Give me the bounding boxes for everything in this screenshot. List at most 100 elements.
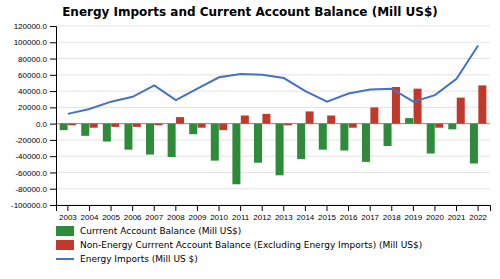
legend-swatch bbox=[56, 226, 74, 236]
y-tick-label: -20000.0 bbox=[15, 136, 47, 145]
x-tick: 2007 bbox=[145, 205, 163, 222]
x-tick-label: 2019 bbox=[404, 213, 422, 222]
y-tick: 120000.0 bbox=[14, 22, 56, 31]
x-tick: 2015 bbox=[318, 205, 336, 222]
x-tick-label: 2011 bbox=[232, 213, 250, 222]
bar bbox=[427, 124, 435, 154]
x-tick-mark bbox=[197, 205, 198, 211]
y-tick-label: 40000.0 bbox=[18, 87, 47, 96]
y-tick-label: 120000.0 bbox=[14, 22, 48, 31]
y-tick-label: 80000.0 bbox=[18, 55, 47, 64]
bar bbox=[124, 124, 132, 150]
bar bbox=[103, 124, 111, 142]
y-tick: -100000.0 bbox=[11, 201, 56, 210]
x-tick: 2017 bbox=[361, 205, 379, 222]
bar bbox=[176, 117, 184, 124]
bar bbox=[219, 124, 227, 131]
x-tick: 2004 bbox=[81, 205, 99, 222]
y-tick-label: -60000.0 bbox=[15, 169, 47, 178]
grid-line bbox=[56, 91, 490, 92]
y-tick-mark bbox=[50, 172, 56, 173]
bar bbox=[133, 124, 141, 127]
x-tick-mark bbox=[370, 205, 371, 211]
grid-line bbox=[56, 58, 490, 59]
line bbox=[68, 46, 478, 114]
bar bbox=[241, 116, 249, 124]
y-axis-line bbox=[50, 27, 57, 206]
x-tick: 2020 bbox=[426, 205, 444, 222]
plot: -100000.0 -80000.0 -60000.0 -40000.0 -20000.… bbox=[11, 22, 491, 222]
bar bbox=[306, 111, 314, 123]
x-tick-mark bbox=[89, 205, 90, 211]
bar bbox=[435, 124, 443, 128]
bar bbox=[90, 124, 98, 128]
x-tick-label: 2020 bbox=[426, 213, 444, 222]
bar bbox=[211, 124, 219, 161]
bar bbox=[457, 98, 465, 124]
y-tick-label: -100000.0 bbox=[11, 201, 48, 210]
y-tick: 0.0 bbox=[36, 120, 56, 129]
y-tick: 40000.0 bbox=[18, 87, 56, 96]
y-tick-label: 100000.0 bbox=[14, 38, 48, 47]
x-tick-label: 2014 bbox=[296, 213, 314, 222]
grid-line bbox=[56, 123, 490, 124]
bar bbox=[276, 124, 284, 176]
legend-swatch bbox=[56, 240, 74, 250]
x-tick-mark bbox=[326, 205, 327, 211]
x-tick-label: 2006 bbox=[124, 213, 142, 222]
x-tick-mark bbox=[240, 205, 241, 211]
grid-line bbox=[56, 107, 490, 108]
x-tick-mark bbox=[478, 205, 479, 211]
bar bbox=[254, 124, 262, 163]
y-tick-label: 60000.0 bbox=[18, 71, 47, 80]
bar bbox=[146, 124, 154, 155]
y-tick: -40000.0 bbox=[15, 152, 56, 161]
y-tick: -80000.0 bbox=[15, 185, 56, 194]
x-tick: 2005 bbox=[102, 205, 120, 222]
bar bbox=[262, 114, 270, 124]
x-tick: 2013 bbox=[275, 205, 293, 222]
legend-swatch bbox=[56, 258, 74, 260]
x-tick-mark bbox=[111, 205, 112, 211]
title: Energy Imports and Current Account Balan… bbox=[62, 5, 438, 19]
bar bbox=[168, 124, 176, 157]
x-tick-label: 2015 bbox=[318, 213, 336, 222]
x-tick: 2003 bbox=[59, 205, 77, 222]
x-tick-label: 2012 bbox=[253, 213, 271, 222]
legend-item: Energy Imports (Mill US $) bbox=[56, 254, 198, 264]
legend: Currrent Account Balance (Mill US$)Non-E… bbox=[56, 226, 422, 264]
x-tick-label: 2008 bbox=[167, 213, 185, 222]
x-tick-mark bbox=[391, 205, 392, 211]
x-tick-label: 2003 bbox=[59, 213, 77, 222]
x-tick-mark bbox=[219, 205, 220, 211]
legend-label: Energy Imports (Mill US $) bbox=[80, 254, 198, 264]
x-tick-mark bbox=[305, 205, 306, 211]
bar bbox=[405, 118, 413, 124]
y-tick-mark bbox=[50, 91, 56, 92]
y-tick-label: -40000.0 bbox=[15, 152, 47, 161]
y-tick-mark bbox=[50, 26, 56, 27]
x-tick-label: 2017 bbox=[361, 213, 379, 222]
y-tick-mark bbox=[50, 156, 56, 157]
y-tick-mark bbox=[50, 107, 56, 108]
bar bbox=[189, 124, 197, 135]
bar-series bbox=[60, 118, 478, 184]
x-tick-mark bbox=[154, 205, 155, 211]
x-tick: 2008 bbox=[167, 205, 185, 222]
bar bbox=[340, 124, 348, 151]
bar bbox=[370, 107, 378, 123]
x-tick-label: 2007 bbox=[145, 213, 163, 222]
grid-line bbox=[56, 139, 490, 140]
x-tick-label: 2016 bbox=[340, 213, 358, 222]
bar bbox=[111, 124, 119, 127]
x-tick-mark bbox=[262, 205, 263, 211]
x-tick: 2016 bbox=[340, 205, 358, 222]
x-tick-mark bbox=[348, 205, 349, 211]
x-tick-mark bbox=[413, 205, 414, 211]
x-tick-mark bbox=[132, 205, 133, 211]
grid-line bbox=[56, 26, 490, 27]
bar bbox=[384, 124, 392, 146]
x-axis-line bbox=[57, 206, 491, 212]
x-tick-label: 2004 bbox=[81, 213, 99, 222]
chart: Energy Imports and Current Account Balan… bbox=[0, 0, 500, 279]
